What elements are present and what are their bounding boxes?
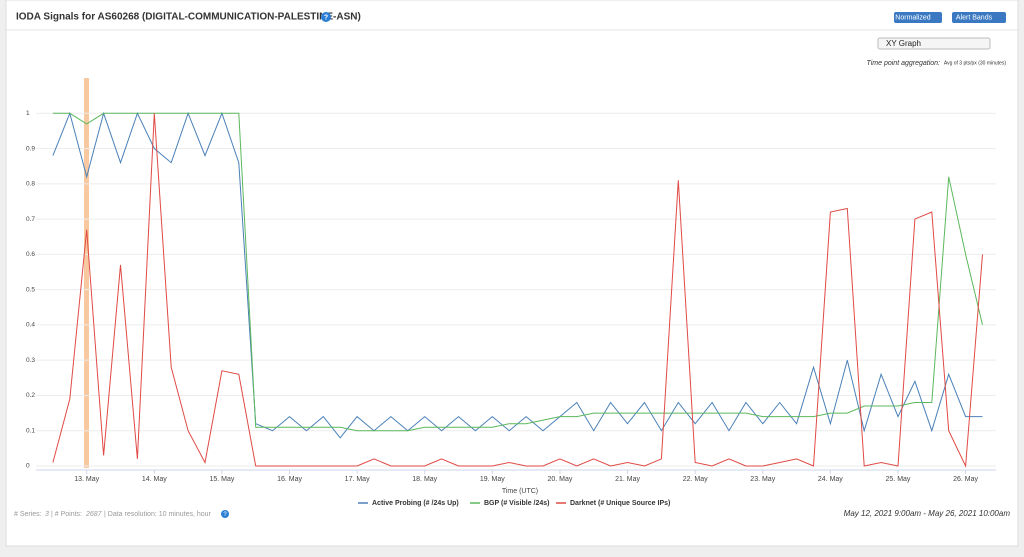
button-label: Alert Bands — [956, 14, 993, 21]
alert-bands-button[interactable] — [952, 12, 1006, 23]
x-tick-label: 15. May — [209, 476, 234, 483]
y-tick-label: 0.3 — [26, 357, 35, 364]
normalized-button[interactable] — [894, 12, 942, 23]
y-tick-label: 0.7 — [26, 216, 35, 223]
view-select-label: XY Graph — [886, 39, 921, 48]
x-tick-label: 17. May — [345, 476, 370, 483]
panel — [5, 0, 1019, 547]
x-tick-label: 25. May — [886, 476, 911, 483]
x-tick-label: 19. May — [480, 476, 505, 483]
footer-points: 2687 — [85, 511, 103, 518]
y-tick-label: 0.8 — [26, 181, 35, 188]
x-tick-label: 20. May — [547, 476, 572, 483]
legend-label: Darknet (# Unique Source IPs) — [570, 500, 670, 507]
y-tick-label: 0.2 — [26, 392, 35, 399]
view-select[interactable] — [877, 37, 991, 50]
x-axis-title: Time (UTC) — [502, 488, 538, 495]
x-tick-label: 23. May — [750, 476, 775, 483]
series-line — [52, 112, 983, 432]
help-icon[interactable] — [221, 510, 229, 518]
help-icon[interactable] — [321, 12, 331, 22]
legend-label: Active Probing (# /24s Up) — [372, 500, 459, 507]
x-tick-label: 26. May — [953, 476, 978, 483]
x-tick-label: 13. May — [74, 476, 99, 483]
series-line — [52, 113, 983, 468]
x-tick-label: 16. May — [277, 476, 302, 483]
alert-band — [84, 78, 89, 468]
x-tick-label: 24. May — [818, 476, 843, 483]
legend-label: BGP (# Visible /24s) — [484, 500, 550, 507]
x-tick-label: 14. May — [142, 476, 167, 483]
y-tick-label: 0.5 — [26, 286, 35, 293]
x-tick-label: 18. May — [412, 476, 437, 483]
footer-series: 3 — [45, 511, 49, 518]
x-tick-label: 22. May — [683, 476, 708, 483]
footer-series-label: # Series: — [14, 511, 42, 518]
panel-title: IODA Signals for AS60268 (DIGITAL-COMMUN… — [16, 12, 361, 23]
y-tick-label: 0 — [26, 463, 30, 470]
y-tick-label: 0.9 — [26, 145, 35, 152]
footer-resolution: | Data resolution: 10 minutes, hour — [104, 511, 212, 518]
aggregation-value: Avg of 3 pts/px (30 minutes) — [944, 60, 1006, 66]
footer-points-label: | # Points: — [51, 511, 82, 518]
x-tick-label: 21. May — [615, 476, 640, 483]
aggregation-label: Time point aggregation: — [867, 60, 941, 67]
y-tick-label: 0.1 — [26, 427, 35, 434]
y-tick-label: 1 — [26, 110, 30, 117]
help-mark: ? — [324, 14, 328, 21]
help-mark: ? — [223, 512, 227, 518]
y-tick-label: 0.6 — [26, 251, 35, 258]
y-tick-label: 0.4 — [26, 322, 35, 329]
button-label: Normalized — [895, 14, 931, 21]
date-range: May 12, 2021 9:00am - May 26, 2021 10:00… — [844, 509, 1011, 518]
